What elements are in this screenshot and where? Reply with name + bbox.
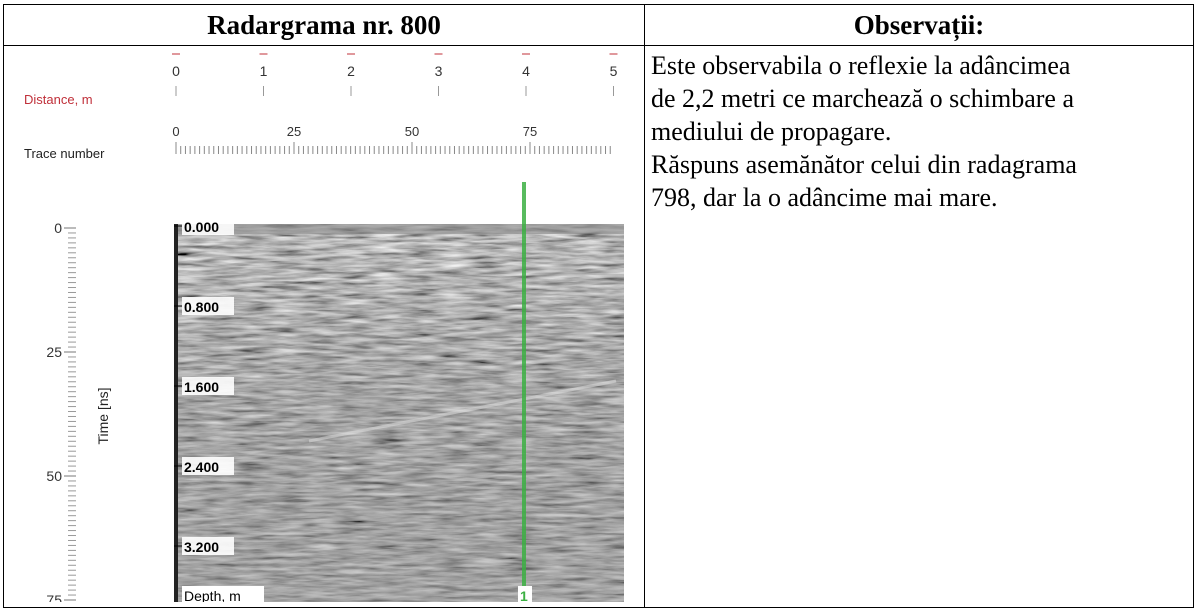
- time-label: Time [ns]: [95, 387, 111, 444]
- time-tick-label: 25: [46, 344, 62, 360]
- distance-tick-label: 4: [522, 63, 530, 79]
- trace-tick-label: 0: [172, 124, 179, 139]
- distance-tick-label: 3: [435, 63, 443, 79]
- depth-tick-label: 1.600: [184, 379, 219, 395]
- distance-label: Distance, m: [24, 92, 93, 107]
- column-header: Observații:: [645, 5, 1194, 46]
- distance-tick-label: 1: [260, 63, 268, 79]
- trace-tick-label: 25: [287, 124, 301, 139]
- distance-tick-label: 0: [172, 63, 180, 79]
- trace-tick-label: 75: [523, 124, 537, 139]
- observations: Este observabila o reflexie la adâncimea…: [645, 46, 1194, 608]
- trace-label: Trace number: [24, 146, 105, 161]
- observation-line: Este observabila o reflexie la adâncimea: [651, 49, 1187, 82]
- time-tick-label: 0: [54, 220, 62, 236]
- radargram: Distance, m Trace number Time [ns] Depth…: [4, 46, 642, 602]
- observation-line: Răspuns asemănător celui din radagrama: [651, 148, 1187, 181]
- surface-band: [176, 224, 624, 234]
- observation-line: de 2,2 metri ce marchează o schimbare a: [651, 82, 1187, 115]
- depth-tick-label: 0.800: [184, 299, 219, 315]
- trace-tick-label: 50: [405, 124, 419, 139]
- time-tick-label: 75: [46, 592, 62, 602]
- observation-line: mediului de propagare.: [651, 115, 1187, 148]
- depth-tick-label: 2.400: [184, 459, 219, 475]
- time-tick-label: 50: [46, 468, 62, 484]
- radargram-cell: Distance, m Trace number Time [ns] Depth…: [4, 46, 645, 608]
- radar-shade: [176, 224, 624, 602]
- column-header: Radargrama nr. 800: [4, 5, 645, 46]
- depth-tick-label: 0.000: [184, 219, 219, 235]
- observation-line: 798, dar la o adâncime mai mare.: [651, 181, 1187, 214]
- distance-tick-label: 2: [347, 63, 355, 79]
- table: Radargrama nr. 800 Observații:: [3, 4, 1194, 608]
- distance-tick-label: 5: [610, 63, 618, 79]
- depth-tick-label: 3.200: [184, 539, 219, 555]
- page: Radargrama nr. 800 Observații:: [0, 0, 1199, 600]
